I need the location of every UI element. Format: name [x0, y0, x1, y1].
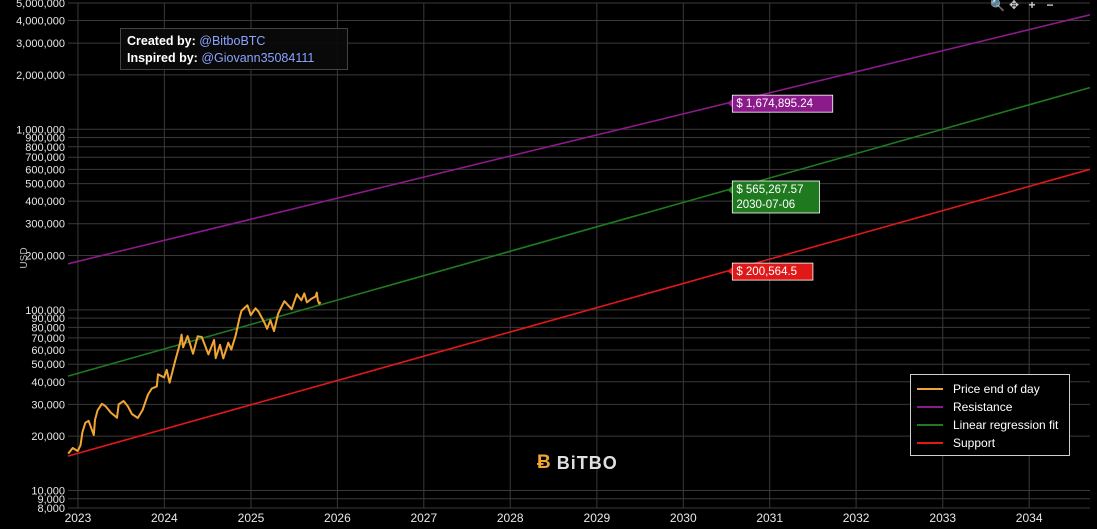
x-tick-label: 2033 [929, 511, 956, 525]
x-tick-label: 2027 [410, 511, 437, 525]
legend-label: Linear regression fit [953, 418, 1059, 432]
y-tick-label: 90,000 [31, 313, 65, 325]
legend-swatch [917, 442, 943, 444]
x-tick-label: 2029 [584, 511, 611, 525]
zoom-icon[interactable]: 🔍 [990, 0, 1005, 12]
y-tick-label: 1,000,000 [16, 124, 65, 136]
y-tick-label: 300,000 [25, 219, 65, 231]
chart-toolbar: 🔍 ✥ + − [990, 0, 1056, 11]
annotation-date: 2030-07-06 [736, 199, 795, 211]
y-tick-label: 500,000 [25, 179, 65, 191]
chart-legend: Price end of day Resistance Linear regre… [910, 374, 1070, 456]
y-tick-label: 60,000 [31, 345, 65, 357]
inspired-by-label: Inspired by: [127, 51, 198, 65]
annotation-box [731, 180, 820, 214]
y-tick-label: 600,000 [25, 164, 65, 176]
y-tick-label: 2,000,000 [16, 70, 65, 82]
y-tick-label: 40,000 [31, 377, 65, 389]
created-by-link[interactable]: @BitboBTC [199, 34, 266, 48]
legend-swatch [917, 388, 943, 390]
legend-label: Resistance [953, 400, 1013, 414]
y-tick-label: 3,000,000 [16, 38, 65, 50]
y-tick-label: 400,000 [25, 196, 65, 208]
bitbo-logo: Ƀ BiTBO [537, 452, 618, 474]
y-tick-label: 30,000 [31, 399, 65, 411]
legend-item-resistance[interactable]: Resistance [917, 398, 1063, 416]
x-tick-label: 2024 [151, 511, 178, 525]
annotation-box [731, 94, 834, 113]
grid-lines [68, 2, 1090, 509]
y-tick-label: 5,000,000 [16, 0, 65, 10]
x-tick-label: 2025 [238, 511, 265, 525]
x-tick-label: 2032 [843, 511, 870, 525]
price-annotations: $ 1,674,895.24 $ 565,267.57 2030-07-06 $ 20… [727, 94, 834, 281]
legend-swatch [917, 406, 943, 408]
annotation-value: $ 565,267.57 [736, 184, 803, 196]
y-tick-label: 70,000 [31, 333, 65, 345]
y-tick-label: 20,000 [31, 431, 65, 443]
legend-swatch [917, 424, 943, 426]
y-tick-label: 9,000 [37, 494, 65, 506]
legend-label: Price end of day [953, 382, 1040, 396]
series-lines [67, 14, 1091, 457]
y-tick-label: 80,000 [31, 322, 65, 334]
legend-item-price[interactable]: Price end of day [917, 380, 1063, 398]
bitbo-logo-icon: Ƀ [537, 452, 552, 473]
x-tick-label: 2031 [756, 511, 783, 525]
legend-label: Support [953, 436, 996, 450]
zoom-out-icon[interactable]: − [1046, 0, 1054, 12]
y-tick-label: 50,000 [31, 359, 65, 371]
annotation-pointer [727, 184, 734, 195]
annotation-value: $ 200,564.5 [736, 266, 797, 278]
series-line-price-end-of-day [67, 291, 322, 455]
x-axis-ticks: 2023 2024 2025 2026 2027 2028 2029 2030 2031 2032… [65, 511, 1043, 525]
y-tick-label: 700,000 [25, 152, 65, 164]
y-tick-label: 200,000 [25, 251, 65, 263]
y-tick-label: 900,000 [25, 133, 65, 145]
y-tick-label: 8,000 [37, 503, 65, 515]
x-tick-label: 2023 [65, 511, 92, 525]
legend-item-support[interactable]: Support [917, 434, 1063, 452]
bitbo-logo-text: BiTBO [556, 452, 618, 473]
annotation-pointer [727, 266, 734, 277]
credits-box: Created by: @BitboBTC Inspired by: @Giov… [120, 28, 348, 70]
x-tick-label: 2028 [497, 511, 524, 525]
y-tick-label: 4,000,000 [16, 16, 65, 28]
series-line-support [67, 168, 1091, 457]
pan-icon[interactable]: ✥ [1008, 0, 1020, 12]
annotation-box [731, 262, 814, 281]
legend-item-regression[interactable]: Linear regression fit [917, 416, 1063, 434]
annotation-pointer [727, 98, 734, 109]
annotation-value: $ 1,674,895.24 [736, 98, 813, 110]
x-tick-label: 2030 [670, 511, 697, 525]
y-tick-label: 10,000 [31, 485, 65, 497]
x-tick-label: 2034 [1016, 511, 1043, 525]
x-tick-label: 2026 [324, 511, 351, 525]
series-line-resistance [67, 14, 1091, 265]
y-axis-label: USD [19, 247, 30, 268]
inspired-by-link[interactable]: @Giovann35084111 [201, 51, 315, 65]
series-line-linear-regression-fit [67, 86, 1091, 377]
y-tick-label: 100,000 [25, 305, 65, 317]
zoom-in-icon[interactable]: + [1028, 0, 1036, 12]
created-by-label: Created by: [127, 34, 196, 48]
y-tick-label: 800,000 [25, 142, 65, 154]
